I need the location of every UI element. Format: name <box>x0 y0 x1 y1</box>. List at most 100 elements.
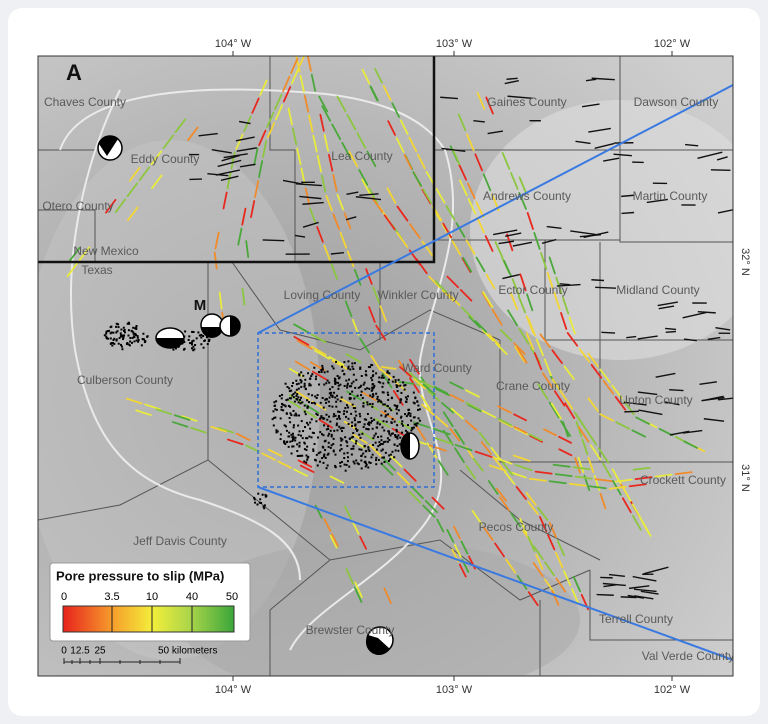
earthquake <box>110 337 112 339</box>
earthquake <box>380 435 382 437</box>
earthquake <box>380 400 382 402</box>
earthquake <box>192 346 194 348</box>
earthquake <box>318 371 320 373</box>
earthquake <box>336 424 338 426</box>
earthquake <box>361 391 363 393</box>
earthquake <box>364 423 366 425</box>
earthquake <box>306 422 308 424</box>
earthquake <box>294 439 296 441</box>
earthquake <box>263 506 265 508</box>
earthquake <box>359 386 361 388</box>
earthquake <box>288 432 290 434</box>
earthquake <box>387 392 389 394</box>
earthquake <box>404 389 406 391</box>
earthquake <box>191 343 193 345</box>
earthquake <box>330 430 332 432</box>
county-label: Midland County <box>616 283 699 297</box>
earthquake <box>345 440 347 442</box>
earthquake <box>333 450 335 452</box>
latitude-label: 32° N <box>739 248 751 276</box>
earthquake <box>328 433 330 435</box>
earthquake <box>294 391 296 393</box>
earthquake <box>348 366 350 368</box>
earthquake <box>381 377 383 379</box>
earthquake <box>283 442 285 444</box>
earthquake <box>273 401 275 403</box>
earthquake <box>391 422 393 424</box>
earthquake <box>286 413 288 415</box>
earthquake <box>310 375 312 377</box>
earthquake <box>404 413 406 415</box>
earthquake <box>331 395 333 397</box>
earthquake <box>328 453 330 455</box>
earthquake <box>347 360 349 362</box>
earthquake <box>377 436 379 438</box>
earthquake <box>112 332 114 334</box>
earthquake <box>299 445 301 447</box>
earthquake <box>272 410 274 412</box>
earthquake <box>304 383 306 385</box>
earthquake <box>409 413 411 415</box>
earthquake <box>327 435 329 437</box>
county-label: Pecos County <box>479 520 554 534</box>
earthquake <box>131 330 133 332</box>
earthquake <box>301 455 303 457</box>
earthquake <box>352 448 354 450</box>
earthquake <box>350 413 352 415</box>
earthquake <box>394 444 396 446</box>
earthquake <box>367 466 369 468</box>
earthquake <box>336 418 338 420</box>
earthquake <box>401 420 403 422</box>
earthquake <box>383 461 385 463</box>
earthquake <box>295 395 297 397</box>
earthquake <box>120 329 122 331</box>
earthquake <box>359 367 361 369</box>
earthquake <box>353 381 355 383</box>
county-label: Andrews County <box>483 189 571 203</box>
earthquake <box>328 416 330 418</box>
earthquake <box>311 402 313 404</box>
earthquake <box>326 419 328 421</box>
earthquake <box>115 340 117 342</box>
earthquake <box>281 403 283 405</box>
earthquake <box>344 464 346 466</box>
earthquake <box>329 388 331 390</box>
longitude-label: 103° W <box>436 38 473 50</box>
marker-label: M <box>194 297 207 314</box>
earthquake <box>133 336 135 338</box>
earthquake <box>303 460 305 462</box>
earthquake <box>129 337 131 339</box>
earthquake <box>394 421 396 423</box>
earthquake <box>388 460 390 462</box>
earthquake <box>405 396 407 398</box>
earthquake <box>189 342 191 344</box>
earthquake <box>286 430 288 432</box>
earthquake <box>351 362 353 364</box>
earthquake <box>135 326 137 328</box>
earthquake <box>373 435 375 437</box>
legend-tick-label: 3.5 <box>104 591 119 603</box>
earthquake <box>317 414 319 416</box>
earthquake <box>297 396 299 398</box>
earthquake <box>131 342 133 344</box>
earthquake <box>365 462 367 464</box>
earthquake <box>327 425 329 427</box>
earthquake <box>345 470 347 472</box>
earthquake <box>338 377 340 379</box>
earthquake <box>372 370 374 372</box>
earthquake <box>351 454 353 456</box>
earthquake <box>387 405 389 407</box>
earthquake <box>351 382 353 384</box>
earthquake <box>279 395 281 397</box>
earthquake <box>311 373 313 375</box>
earthquake <box>300 397 302 399</box>
earthquake <box>408 412 410 414</box>
earthquake <box>280 409 282 411</box>
earthquake <box>344 407 346 409</box>
earthquake <box>314 443 316 445</box>
stress-orientation <box>624 411 639 412</box>
county-label: Winkler County <box>377 288 458 302</box>
earthquake <box>347 406 349 408</box>
earthquake <box>388 379 390 381</box>
earthquake <box>372 374 374 376</box>
